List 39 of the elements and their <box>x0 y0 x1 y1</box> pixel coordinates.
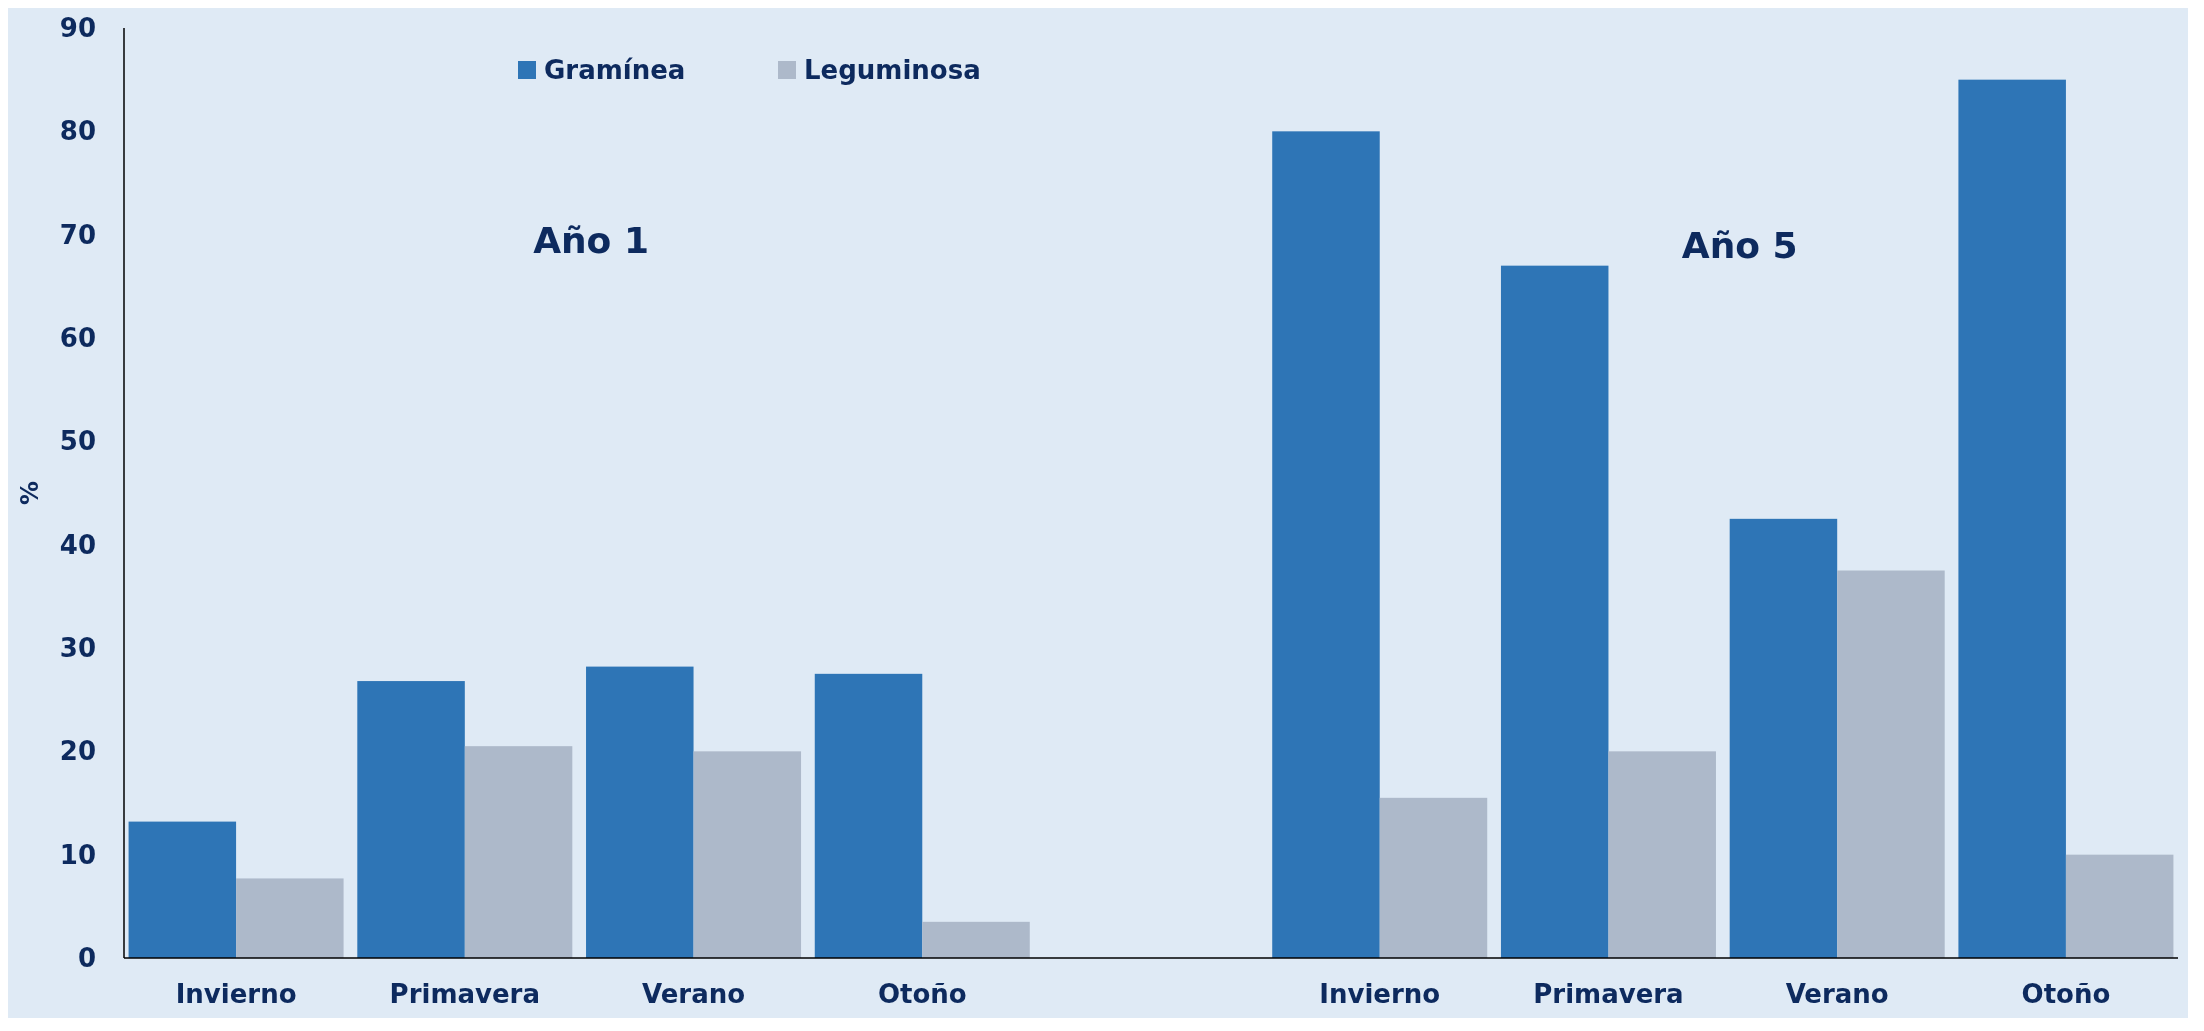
y-axis-title: % <box>16 480 44 506</box>
bar <box>1272 131 1380 958</box>
x-tick-label: Invierno <box>1319 979 1441 1009</box>
y-tick-label: 40 <box>59 529 96 560</box>
y-tick-label: 90 <box>59 13 96 44</box>
bar <box>1729 518 1838 958</box>
bar <box>1500 265 1609 958</box>
legend-label: Leguminosa <box>804 55 981 86</box>
x-tick-label: Verano <box>1785 979 1889 1009</box>
bar <box>357 681 465 958</box>
y-tick-label: 30 <box>59 633 96 664</box>
x-tick-label: Primavera <box>389 979 540 1009</box>
x-tick-label: Primavera <box>1533 979 1684 1009</box>
x-tick-label: Otoño <box>2021 979 2111 1009</box>
y-tick-label: 0 <box>77 943 96 974</box>
bar <box>464 746 573 958</box>
x-tick-label: Invierno <box>175 979 297 1009</box>
bar <box>1379 797 1488 958</box>
bar <box>693 751 802 958</box>
y-tick-label: 70 <box>59 219 96 250</box>
y-tick-label: 50 <box>59 426 96 457</box>
y-tick-label: 20 <box>59 736 96 767</box>
bar <box>2065 854 2174 958</box>
bar <box>1837 570 1945 958</box>
bar <box>1958 79 2066 958</box>
bar <box>814 673 923 958</box>
y-tick-label: 60 <box>59 323 96 354</box>
annotation: Año 1 <box>533 220 649 261</box>
x-tick-label: Otoño <box>877 979 967 1009</box>
bar <box>586 666 694 958</box>
y-tick-label: 10 <box>59 839 96 870</box>
bar <box>1608 751 1716 958</box>
annotation: Año 5 <box>1681 225 1798 266</box>
y-tick-label: 80 <box>59 116 96 147</box>
bar <box>236 878 344 958</box>
bar <box>922 921 1030 958</box>
bar <box>128 821 237 958</box>
legend-label: Gramínea <box>544 55 686 86</box>
x-tick-label: Verano <box>642 979 746 1009</box>
